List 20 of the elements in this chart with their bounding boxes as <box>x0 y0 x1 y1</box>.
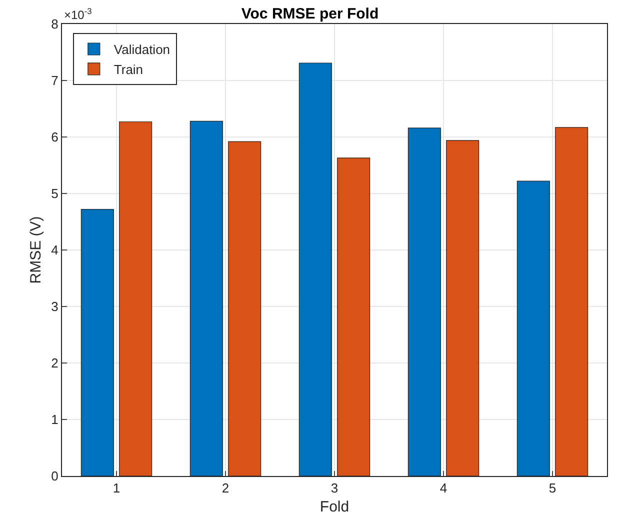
x-tick-label: 4 <box>440 480 448 496</box>
y-tick-label: 4 <box>51 242 58 258</box>
x-tick-label: 3 <box>330 480 338 496</box>
chart-title: Voc RMSE per Fold <box>241 5 379 22</box>
y-tick-label: 7 <box>51 73 58 88</box>
x-tick-label: 2 <box>222 480 230 496</box>
x-axis-title: Fold <box>320 498 350 516</box>
y-tick-label: 1 <box>51 412 58 428</box>
legend-label: Train <box>114 62 144 77</box>
y-tick-label: 2 <box>51 356 58 371</box>
y-tick-label: 6 <box>51 130 58 145</box>
y-tick-label: 0 <box>51 468 58 484</box>
y-tick-label: 5 <box>51 186 58 202</box>
text: ×10$^{-3}$ <box>64 6 92 22</box>
y-axis-title: RMSE (V) <box>27 216 44 284</box>
x-tick-label: 5 <box>548 480 556 496</box>
x-tick-label: 1 <box>112 480 120 496</box>
y-tick-label: 8 <box>51 16 58 32</box>
y-tick-label: 3 <box>51 299 58 314</box>
legend-label: Validation <box>114 42 170 58</box>
